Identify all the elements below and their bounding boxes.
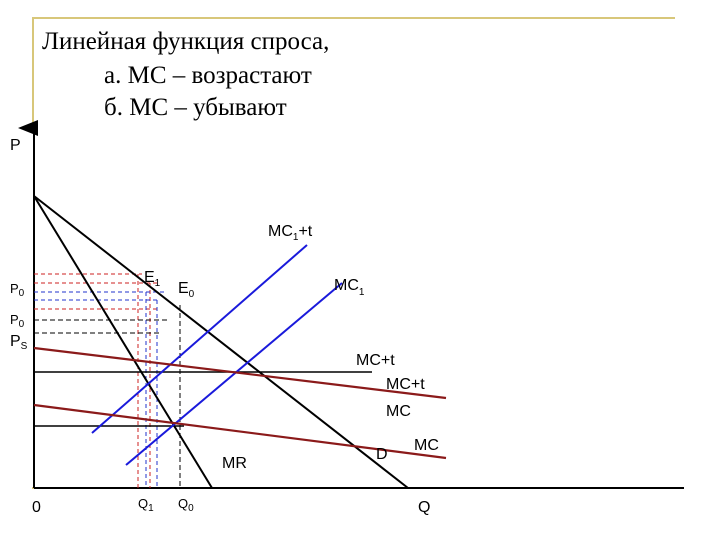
- mc1-line: [125, 282, 343, 466]
- mct-line: [33, 346, 447, 400]
- demand-line: [33, 195, 409, 489]
- mr-label: MR: [222, 455, 247, 472]
- ps-label: PS: [10, 333, 28, 352]
- title-line-3: б. МС – убывают: [104, 94, 287, 121]
- mr-line: [33, 195, 213, 489]
- mct-label-a: MC+t: [356, 352, 395, 369]
- mc1t-label: MC1+t: [268, 223, 313, 243]
- title-line-2: а. МС – возрастают: [104, 62, 312, 89]
- origin-label: 0: [32, 499, 41, 516]
- mc-label-a: MC: [386, 403, 411, 420]
- price-axis-label: P: [10, 137, 21, 154]
- mc1t-line: [91, 244, 308, 434]
- guides-blue: [34, 291, 165, 488]
- q0-label: Q0: [178, 496, 194, 514]
- q1-label: Q1: [138, 496, 154, 514]
- mct-label-b: MC+t: [386, 376, 425, 393]
- frame-top-rule: [32, 17, 675, 19]
- guides-red: [34, 273, 158, 488]
- e1-label: E1: [144, 269, 161, 289]
- mc1-label: MC1: [334, 277, 365, 298]
- guides-black: [34, 305, 181, 488]
- e0-label: E0: [178, 280, 195, 300]
- p0-lower-label: P0: [10, 312, 25, 330]
- frame-left-rule: [32, 17, 34, 124]
- quantity-axis-label: Q: [418, 499, 430, 516]
- title-line-1: Линейная функция спроса,: [42, 28, 330, 55]
- p0-upper-label: P0: [10, 281, 25, 299]
- demand-label: D: [376, 446, 388, 463]
- mc-label-b: MC: [414, 437, 439, 454]
- mc-line: [33, 403, 447, 460]
